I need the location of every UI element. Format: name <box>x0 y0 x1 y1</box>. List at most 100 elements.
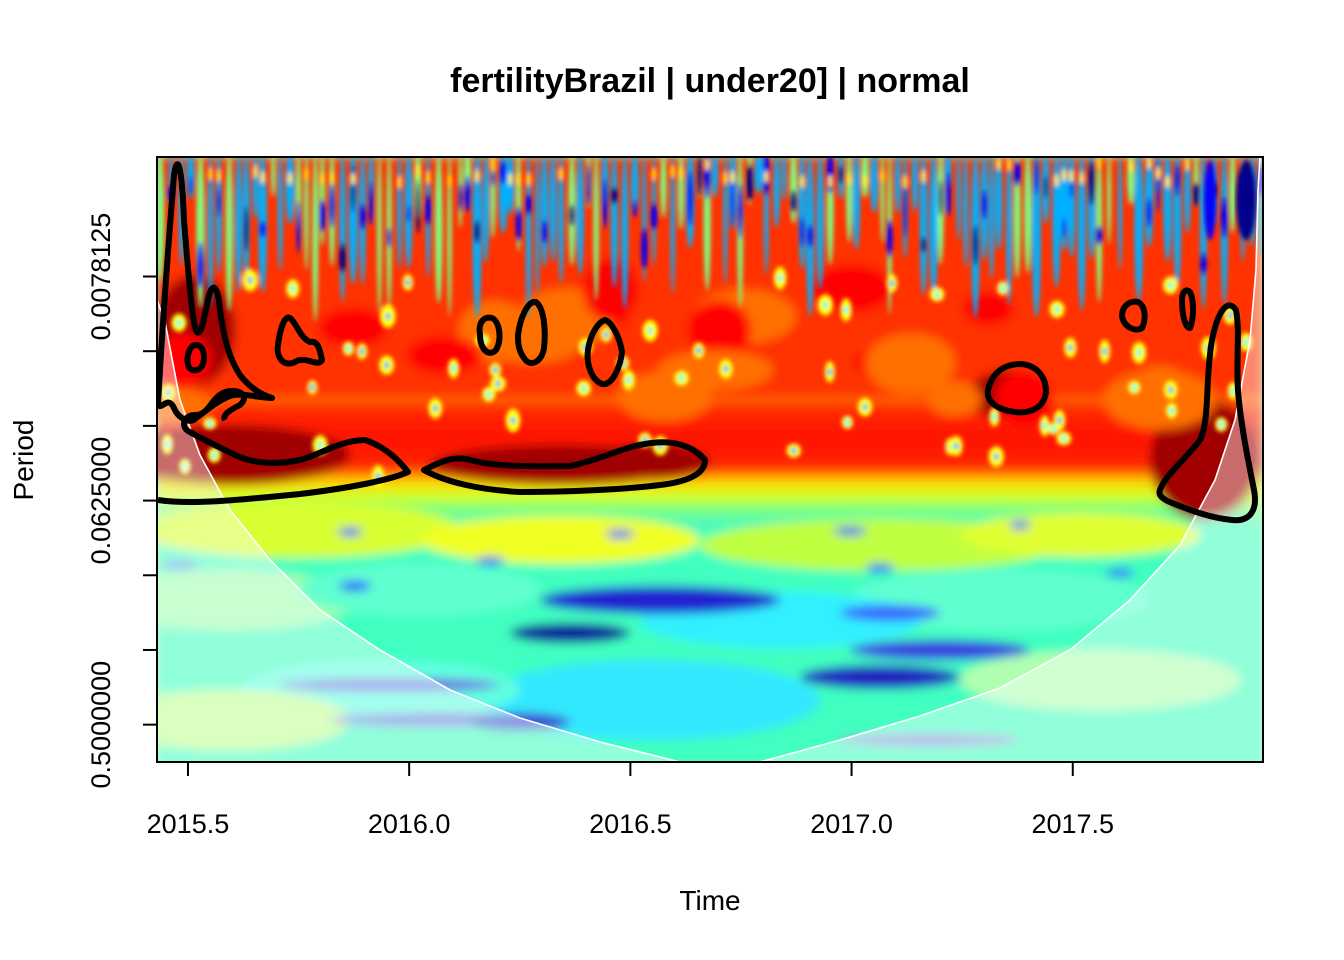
noise-streak <box>660 157 667 218</box>
band-dot-core <box>889 279 895 287</box>
blue-valley <box>1010 521 1030 529</box>
mid-patch <box>420 516 700 564</box>
noise-core <box>259 220 266 238</box>
band-dot-core <box>843 306 849 314</box>
band-dot-core <box>1169 407 1175 415</box>
noise-streak <box>789 157 798 224</box>
noise-core <box>1069 178 1074 199</box>
noise-tip <box>996 157 1001 170</box>
mid-patch <box>157 690 350 750</box>
noise-streak <box>678 157 684 230</box>
band-dot-core <box>1056 416 1062 424</box>
noise-tip <box>1054 174 1059 187</box>
mid-patch <box>960 650 1240 710</box>
significance-contour <box>421 439 708 495</box>
noise-streak <box>870 157 878 213</box>
band-dot-core <box>1243 338 1249 346</box>
noise-streak <box>798 157 806 269</box>
band-patch <box>485 330 579 364</box>
noise-tip <box>880 170 885 183</box>
noise-core <box>806 224 814 248</box>
band-dot-core <box>309 383 315 391</box>
x-tick-label: 2017.0 <box>810 809 893 839</box>
noise-streak <box>506 157 515 215</box>
noise-tip <box>208 168 213 181</box>
noise-streak <box>157 157 165 282</box>
noise-tip <box>260 171 265 184</box>
noise-tip <box>1061 169 1066 182</box>
band-dot-core <box>862 403 868 411</box>
band-dot-core <box>290 285 296 293</box>
plot-area <box>157 157 1263 762</box>
noise-streak <box>1184 157 1191 234</box>
noise-core <box>464 175 471 213</box>
noise-core <box>1096 225 1103 246</box>
noise-streak <box>348 157 358 285</box>
noise-tip <box>287 172 292 185</box>
noise-streak <box>1117 157 1123 270</box>
noise-tip <box>491 157 496 170</box>
noise-core <box>790 189 797 213</box>
noise-tip <box>304 168 309 181</box>
heatmap-layer <box>157 157 1263 762</box>
y-tick-label: 0.5000000 <box>86 661 116 789</box>
mid-patch <box>300 564 540 616</box>
noise-tip <box>1165 175 1170 188</box>
noise-tip <box>730 171 735 184</box>
noise-streak <box>558 157 564 284</box>
noise-streak <box>995 157 1003 250</box>
noise-core <box>632 200 638 218</box>
noise-core <box>938 180 943 217</box>
noise-core <box>216 188 221 217</box>
noise-streak <box>535 157 540 296</box>
noise-tip <box>415 165 420 178</box>
noise-streak <box>593 157 599 302</box>
band-dot-core <box>207 419 213 427</box>
cone-of-influence-shade <box>157 157 1263 762</box>
noise-streak <box>304 157 309 271</box>
significance-contour <box>274 314 325 367</box>
band-dot-core <box>603 331 609 339</box>
noise-core <box>972 224 979 266</box>
noise-streak <box>225 157 233 312</box>
blue-valley <box>866 564 894 572</box>
noise-streak <box>894 157 901 214</box>
noise-core <box>1088 160 1095 206</box>
noise-core <box>981 189 988 220</box>
noise-streak <box>670 157 675 294</box>
noise-core <box>368 182 374 226</box>
noise-streak <box>963 157 969 268</box>
significance-contour <box>184 342 207 374</box>
noise-streak <box>312 157 319 322</box>
blue-valley <box>840 605 940 621</box>
noise-streak <box>447 157 452 317</box>
noise-tip <box>559 168 564 181</box>
noise-core <box>1200 251 1207 276</box>
noise-core <box>945 171 951 217</box>
band-patch <box>962 291 1014 326</box>
band-dot-core <box>345 344 351 352</box>
noise-tip <box>475 169 480 182</box>
noise-core <box>491 170 495 187</box>
band-dot-core <box>432 404 438 412</box>
band-dot-core <box>696 346 702 354</box>
noise-streak <box>1077 157 1086 311</box>
noise-core <box>1193 182 1200 207</box>
band-dot-core <box>1230 387 1236 395</box>
noise-core <box>1220 196 1228 239</box>
x-axis-label: Time <box>679 885 740 916</box>
noise-core <box>903 185 907 239</box>
noise-streak <box>880 157 885 243</box>
band-dot-core <box>384 361 390 369</box>
noise-core <box>687 171 694 227</box>
noise-tip <box>1185 158 1190 171</box>
significance-contour <box>1156 302 1258 524</box>
band-dot-core <box>211 451 217 459</box>
noise-core <box>458 183 463 212</box>
band-dot-core <box>581 384 587 392</box>
noise-tip <box>397 176 402 189</box>
band-dot-core <box>359 347 365 355</box>
noise-core <box>243 206 249 253</box>
band-dot-core <box>1131 383 1137 391</box>
